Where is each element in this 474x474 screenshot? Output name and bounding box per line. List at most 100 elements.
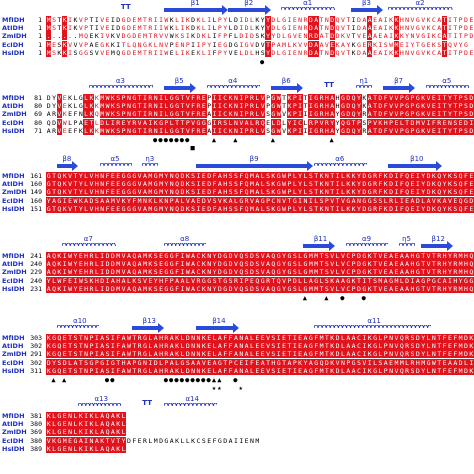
residue: R bbox=[372, 188, 378, 197]
residue: S bbox=[233, 172, 239, 180]
residue: P bbox=[383, 342, 389, 351]
residue: T bbox=[372, 126, 378, 135]
residue: A bbox=[367, 24, 373, 33]
residue: N bbox=[324, 48, 329, 57]
residue: T bbox=[319, 16, 324, 24]
residue: K bbox=[62, 16, 68, 24]
alignment-row: ZmIDH 291 K G Q E T S T N P I A S I F A W T R G L A H R A K L D N N K E L… bbox=[0, 350, 474, 359]
residue: K bbox=[68, 102, 73, 111]
ss-element-label: α11 bbox=[367, 317, 381, 325]
residue: S bbox=[190, 172, 196, 180]
residue: . bbox=[62, 32, 68, 41]
residue: I bbox=[238, 110, 244, 119]
residue: V bbox=[340, 252, 346, 260]
residue: I bbox=[153, 16, 158, 24]
residue: S bbox=[254, 260, 261, 269]
residue: I bbox=[159, 16, 163, 24]
residue: M bbox=[46, 40, 52, 49]
residue: T bbox=[148, 32, 153, 41]
residue: G bbox=[361, 196, 368, 205]
residue: S bbox=[452, 172, 458, 180]
residue: K bbox=[351, 48, 356, 57]
residue: Q bbox=[436, 204, 442, 213]
residue: K bbox=[73, 16, 78, 24]
residue: D bbox=[179, 172, 186, 180]
ss-element-label: α9 bbox=[362, 235, 372, 243]
residue: E bbox=[233, 48, 238, 57]
residue: G bbox=[464, 40, 468, 49]
residue: D bbox=[233, 24, 238, 33]
residue: E bbox=[169, 48, 174, 57]
residue: E bbox=[105, 24, 110, 33]
residue: V bbox=[329, 252, 335, 260]
residue: G bbox=[361, 260, 368, 269]
residue: L bbox=[169, 118, 175, 127]
residue: Y bbox=[78, 172, 84, 180]
residue: D bbox=[179, 188, 186, 197]
residue: T bbox=[72, 172, 79, 180]
residue: P bbox=[217, 48, 222, 57]
residue: L bbox=[94, 118, 99, 127]
residue: A bbox=[153, 334, 159, 342]
residue: F bbox=[222, 350, 228, 359]
alpha-helix-coil bbox=[399, 243, 416, 247]
residue: K bbox=[227, 126, 234, 135]
residue: Y bbox=[356, 180, 362, 189]
residue: I bbox=[179, 268, 186, 277]
residue: P bbox=[266, 102, 270, 111]
residue: G bbox=[223, 40, 228, 49]
residue: T bbox=[436, 334, 442, 342]
residue: L bbox=[201, 16, 206, 24]
residue: A bbox=[99, 334, 105, 342]
residue: A bbox=[120, 342, 127, 351]
ss-element-label: β13 bbox=[142, 317, 157, 325]
residue: I bbox=[436, 94, 442, 102]
residue: K bbox=[426, 16, 431, 24]
residue: K bbox=[88, 110, 95, 119]
alpha-helix-coil bbox=[425, 85, 469, 89]
residue: T bbox=[452, 110, 458, 119]
ss-element-label: β7 bbox=[394, 77, 404, 85]
residue: . bbox=[46, 32, 52, 41]
residue: Q bbox=[436, 180, 442, 189]
residue: E bbox=[201, 110, 207, 119]
residue: E bbox=[147, 276, 154, 285]
residue: I bbox=[110, 350, 116, 359]
residue: Q bbox=[238, 284, 244, 293]
residue: R bbox=[88, 268, 95, 277]
residue: P bbox=[120, 126, 127, 135]
residue: I bbox=[158, 126, 164, 135]
residue: V bbox=[67, 188, 73, 197]
residue: E bbox=[409, 180, 416, 189]
residue: G bbox=[270, 110, 277, 119]
residue: E bbox=[378, 32, 383, 41]
residue: K bbox=[56, 268, 63, 277]
residue: G bbox=[207, 118, 212, 127]
secondary-structure-track: α13 TT α14 bbox=[0, 395, 474, 410]
residue: G bbox=[142, 350, 148, 359]
residue: I bbox=[447, 48, 452, 57]
residue: E bbox=[452, 196, 458, 205]
residue: K bbox=[350, 204, 357, 213]
residue: M bbox=[457, 334, 464, 342]
residue: G bbox=[415, 110, 421, 119]
residue: I bbox=[361, 350, 368, 359]
residue: S bbox=[83, 276, 89, 285]
residue: V bbox=[233, 252, 239, 260]
residue: L bbox=[297, 284, 303, 293]
residue: E bbox=[78, 268, 84, 277]
residue: T bbox=[372, 252, 378, 260]
residue: C bbox=[356, 334, 362, 342]
residue: M bbox=[46, 48, 52, 57]
residue: P bbox=[243, 126, 250, 135]
residue: V bbox=[136, 180, 143, 189]
alpha-helix-coil bbox=[56, 325, 100, 329]
residue: R bbox=[404, 342, 410, 351]
residue: A bbox=[254, 172, 261, 180]
residue: I bbox=[153, 48, 158, 57]
alignment-row: MfIDH 241 A Q K I W Y E H R L I D D M V A Q A M K S E G G F I W A C K N Y… bbox=[0, 252, 474, 260]
residue: T bbox=[222, 358, 228, 367]
residue: M bbox=[249, 180, 255, 189]
residue: I bbox=[238, 94, 244, 102]
residue: G bbox=[153, 180, 159, 189]
